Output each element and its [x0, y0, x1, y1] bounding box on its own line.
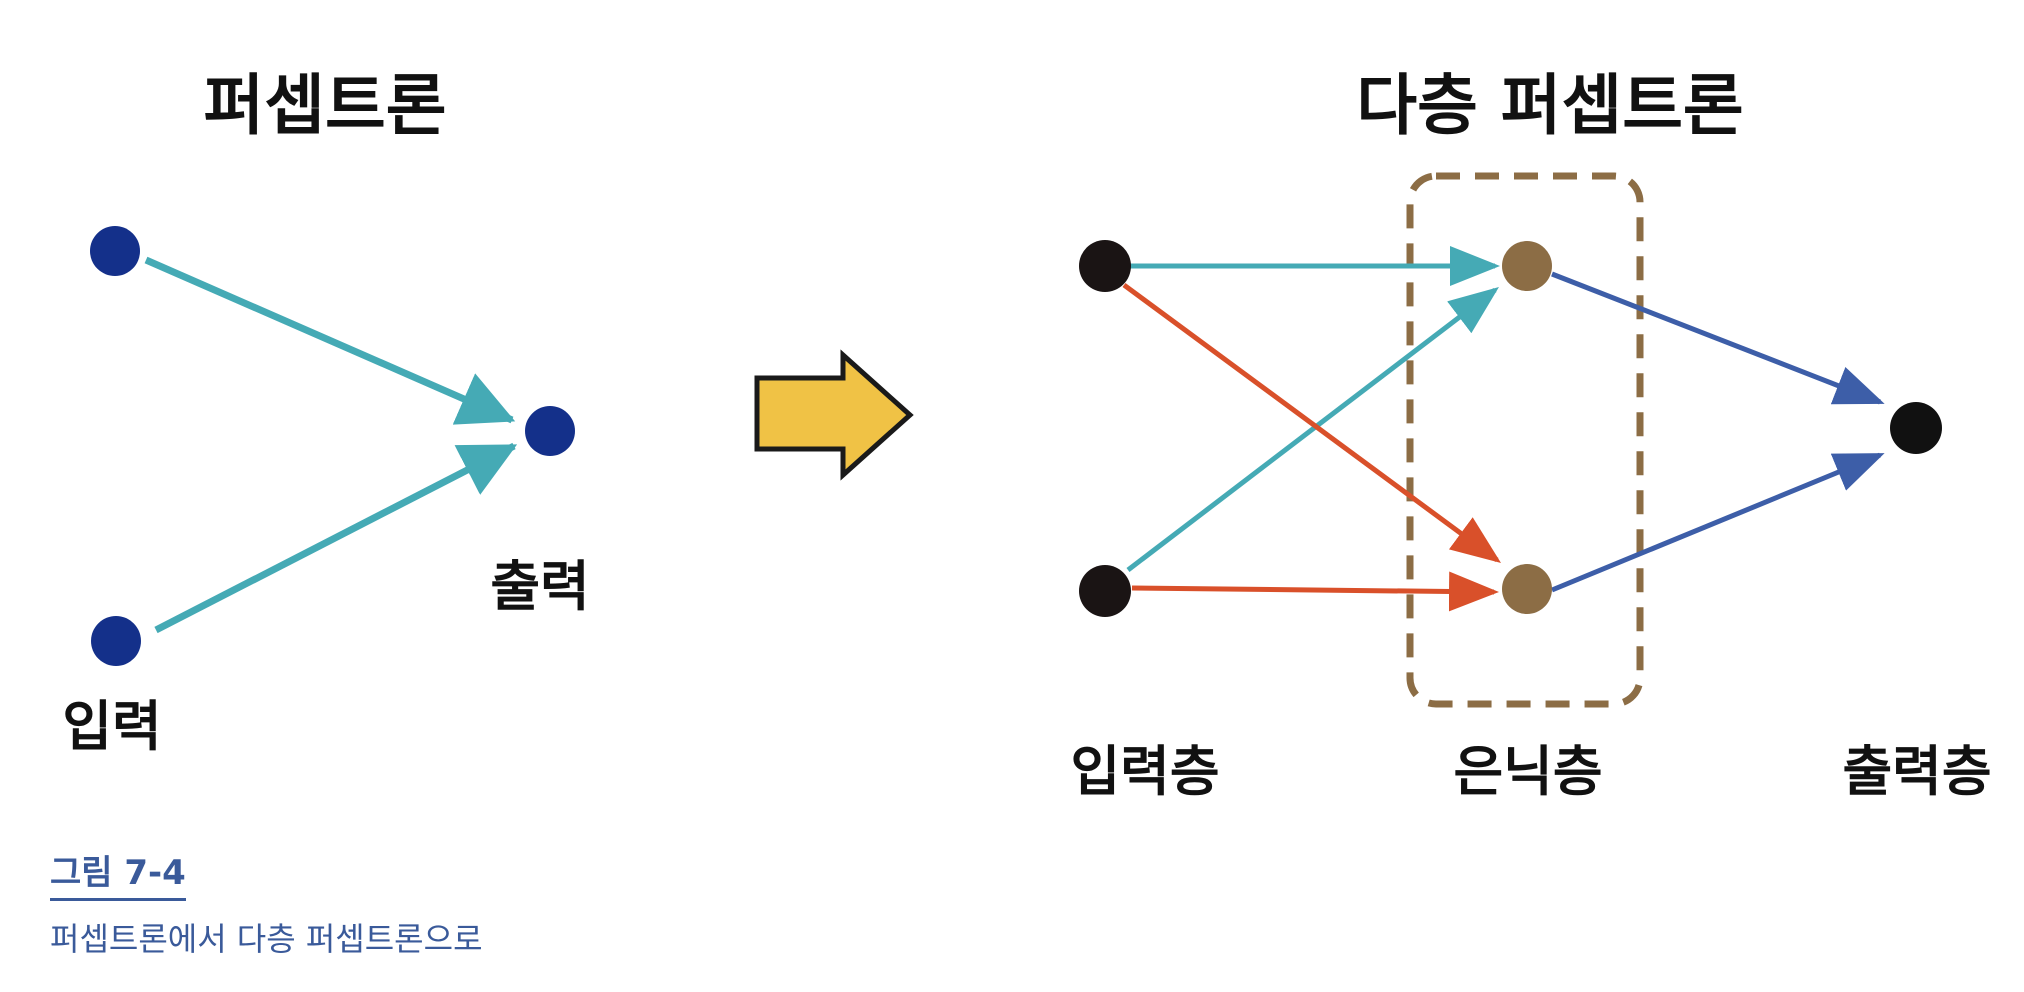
mlp-hidden-node-bottom [1502, 564, 1552, 614]
mlp-diagram: 다층 퍼셉트론 입력층 은닉층 출력층 [1070, 67, 1991, 803]
perceptron-input-node-bottom [91, 616, 141, 666]
mlp-output-node [1890, 402, 1942, 454]
mlp-edge-h2-out [1551, 452, 1885, 593]
mlp-output-layer-label: 출력층 [1842, 740, 1991, 803]
mlp-edge-h1-out [1551, 271, 1885, 405]
hidden-layer-box [1406, 172, 1644, 708]
mlp-input-node-bottom [1079, 565, 1131, 617]
mlp-hidden-node-top [1502, 241, 1552, 291]
mlp-input-node-top [1079, 240, 1131, 292]
perceptron-title: 퍼셉트론 [204, 67, 447, 144]
mlp-input-layer-label: 입력층 [1070, 740, 1219, 803]
mlp-edge-in2-h1 [1126, 286, 1499, 572]
perceptron-input-node-top [90, 226, 140, 276]
mlp-edge-in2-h2 [1131, 571, 1499, 612]
perceptron-edge-bottom [154, 442, 518, 634]
perceptron-input-label: 입력 [62, 695, 161, 758]
perceptron-diagram: 퍼셉트론 입력 출력 [62, 67, 589, 758]
figure-number: 그림 7-4 [50, 854, 186, 902]
perceptron-edge-top [144, 256, 516, 425]
mlp-edge-in1-h2 [1122, 282, 1502, 563]
mlp-hidden-layer-label: 은닉층 [1453, 740, 1602, 803]
figure-caption: 퍼셉트론에서 다층 퍼셉트론으로 [50, 920, 483, 958]
transition-arrow [754, 349, 914, 481]
perceptron-output-label: 출력 [490, 555, 589, 618]
mlp-title: 다층 퍼셉트론 [1356, 67, 1743, 144]
perceptron-output-node [525, 406, 575, 456]
